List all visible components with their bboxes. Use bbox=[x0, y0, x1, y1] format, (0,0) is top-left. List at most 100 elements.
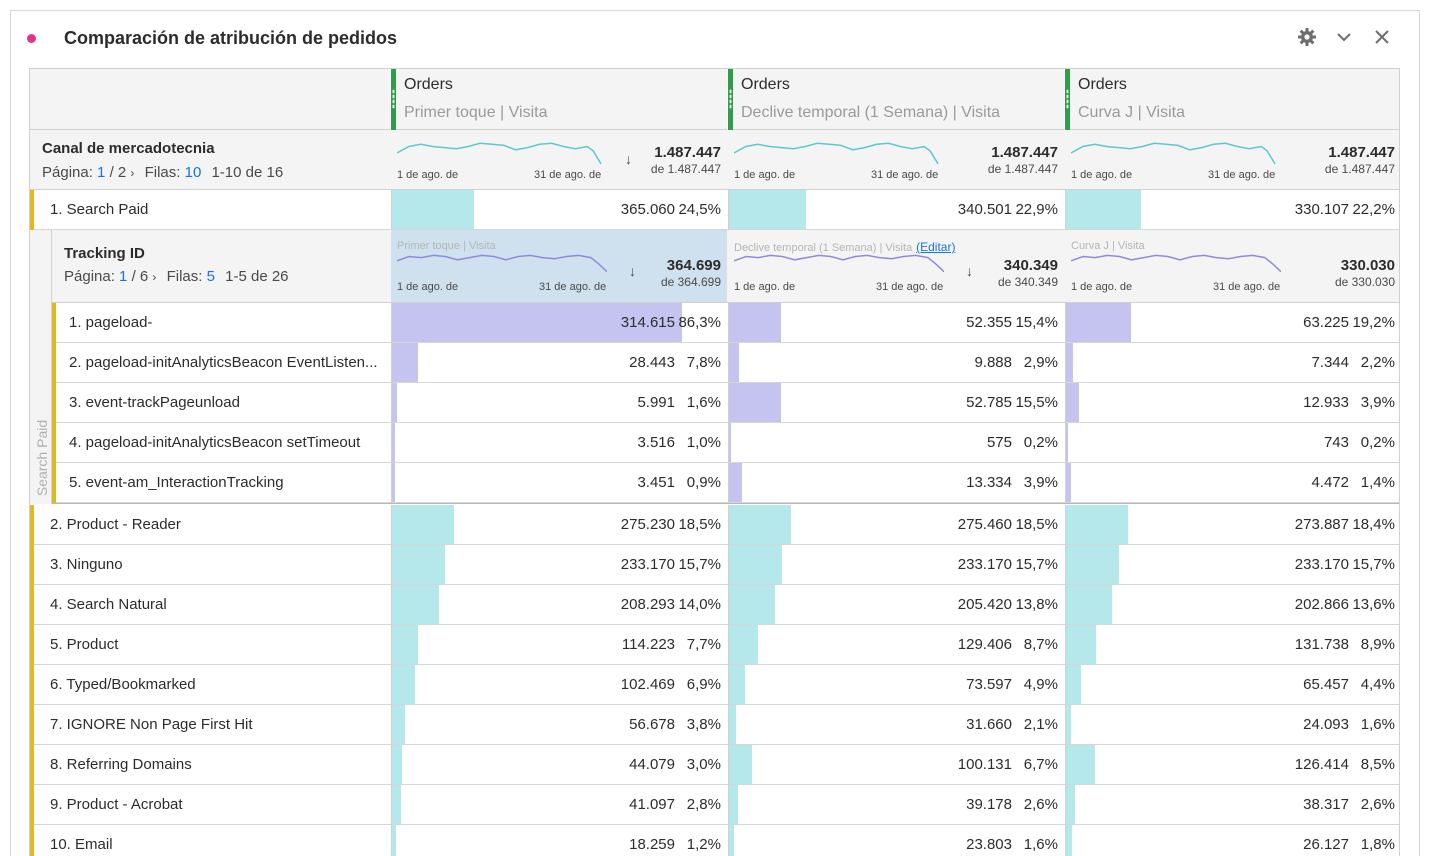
rows-label: Filas: bbox=[166, 268, 203, 285]
breakdown-total-of: de 330.030 bbox=[1334, 275, 1395, 289]
metric-cell[interactable]: 31.660 2,1% bbox=[728, 705, 1064, 745]
metric-cell[interactable]: 28.443 7,8% bbox=[391, 343, 727, 383]
page-current-input[interactable]: 1 bbox=[119, 268, 128, 285]
metric-cell[interactable]: 12.933 3,9% bbox=[1065, 383, 1399, 423]
metric-value: 4.472 bbox=[1311, 474, 1349, 491]
metric-cell[interactable]: 365.060 24,5% bbox=[391, 190, 727, 230]
table-row[interactable]: 10. Email 18.259 1,2% 23.803 1,6% 26.127 1,8% bbox=[30, 825, 1399, 856]
metric-cell[interactable]: 330.107 22,2% bbox=[1065, 190, 1399, 230]
metric-percent: 4,4% bbox=[1360, 676, 1395, 693]
metric-cell[interactable]: 4.472 1,4% bbox=[1065, 463, 1399, 503]
sort-descending-icon[interactable]: ↓ bbox=[966, 263, 973, 279]
next-page-icon[interactable]: › bbox=[130, 166, 135, 180]
metric-cell[interactable]: 73.597 4,9% bbox=[728, 665, 1064, 705]
column-header-1[interactable]: Orders Primer toque | Visita bbox=[391, 69, 727, 130]
freeform-table-panel: Comparación de atribución de pedidos Ord… bbox=[10, 10, 1420, 856]
pagination: Página: 1 / 2 › Filas: 10 1-10 de 16 bbox=[42, 164, 283, 181]
rows-per-page-select[interactable]: 10 bbox=[184, 164, 202, 181]
column-drag-handle[interactable] bbox=[391, 69, 396, 130]
metric-cell[interactable]: 273.887 18,4% bbox=[1065, 505, 1399, 545]
next-page-icon[interactable]: › bbox=[152, 270, 157, 284]
breakdown-row[interactable]: 3. event-trackPageunload 5.991 1,6% 52.785 1… bbox=[52, 383, 1399, 423]
percent-bar bbox=[392, 705, 405, 744]
metric-cell[interactable]: 205.420 13,8% bbox=[728, 585, 1064, 625]
metric-cell[interactable]: 7.344 2,2% bbox=[1065, 343, 1399, 383]
metric-cell[interactable]: 3.451 0,9% bbox=[391, 463, 727, 503]
metric-cell[interactable]: 3.516 1,0% bbox=[391, 423, 727, 463]
metric-cell[interactable]: 126.414 8,5% bbox=[1065, 745, 1399, 785]
metric-cell[interactable]: 38.317 2,6% bbox=[1065, 785, 1399, 825]
table-row[interactable]: 5. Product 114.223 7,7% 129.406 8,7% 131.738 8… bbox=[30, 625, 1399, 665]
metric-value: 63.225 bbox=[1303, 314, 1349, 331]
metric-cell[interactable]: 52.785 15,5% bbox=[728, 383, 1064, 423]
metric-cell[interactable]: 233.170 15,7% bbox=[728, 545, 1064, 585]
metric-value: 275.230 bbox=[620, 516, 675, 533]
metric-cell[interactable]: 114.223 7,7% bbox=[391, 625, 727, 665]
sparkline-start-label: 1 de ago. de bbox=[734, 281, 796, 293]
sparkline-end-label: 31 de ago. de bbox=[1208, 169, 1276, 181]
table-row[interactable]: 6. Typed/Bookmarked 102.469 6,9% 73.597 4,9%… bbox=[30, 665, 1399, 705]
metric-cell[interactable]: 743 0,2% bbox=[1065, 423, 1399, 463]
sort-descending-icon[interactable]: ↓ bbox=[629, 263, 636, 279]
metric-percent: 22,2% bbox=[1352, 201, 1395, 218]
metric-cell[interactable]: 129.406 8,7% bbox=[728, 625, 1064, 665]
close-icon[interactable] bbox=[1370, 27, 1394, 51]
metric-cell[interactable]: 39.178 2,6% bbox=[728, 785, 1064, 825]
breakdown-row[interactable]: 1. pageload- 314.615 86,3% 52.355 15,4% 63.22… bbox=[52, 303, 1399, 343]
metric-cell[interactable]: 9.888 2,9% bbox=[728, 343, 1064, 383]
metric-cell[interactable]: 26.127 1,8% bbox=[1065, 825, 1399, 856]
metric-cell[interactable]: 65.457 4,4% bbox=[1065, 665, 1399, 705]
table-row[interactable]: 9. Product - Acrobat 41.097 2,8% 39.178 2,6%… bbox=[30, 785, 1399, 825]
table-row[interactable]: 8. Referring Domains 44.079 3,0% 100.131 6,7… bbox=[30, 745, 1399, 785]
column-attribution-label: Primer toque | Visita bbox=[404, 104, 548, 121]
page-total: / 6 bbox=[131, 268, 149, 285]
metric-cell[interactable]: 63.225 19,2% bbox=[1065, 303, 1399, 343]
rows-per-page-select[interactable]: 5 bbox=[206, 268, 215, 285]
metric-cell[interactable]: 131.738 8,9% bbox=[1065, 625, 1399, 665]
metric-cell[interactable]: 41.097 2,8% bbox=[391, 785, 727, 825]
metric-cell[interactable]: 44.079 3,0% bbox=[391, 745, 727, 785]
metric-cell[interactable]: 56.678 3,8% bbox=[391, 705, 727, 745]
metric-cell[interactable]: 314.615 86,3% bbox=[391, 303, 727, 343]
metric-cell[interactable]: 275.230 18,5% bbox=[391, 505, 727, 545]
page-current-input[interactable]: 1 bbox=[97, 164, 106, 181]
breakdown-column-attribution-label: Declive temporal (1 Semana) | Visita (Edi… bbox=[734, 240, 956, 254]
metric-cell[interactable]: 575 0,2% bbox=[728, 423, 1064, 463]
breakdown-row[interactable]: 4. pageload-initAnalyticsBeacon setTimeo… bbox=[52, 423, 1399, 463]
metric-value: 23.803 bbox=[966, 836, 1012, 853]
metric-cell[interactable]: 102.469 6,9% bbox=[391, 665, 727, 705]
metric-percent: 1,6% bbox=[1023, 836, 1058, 853]
table-row[interactable]: 1. Search Paid 365.060 24,5% 340.501 22,9% 33… bbox=[30, 190, 1399, 230]
metric-cell[interactable]: 24.093 1,6% bbox=[1065, 705, 1399, 745]
metric-cell[interactable]: 13.334 3,9% bbox=[728, 463, 1064, 503]
chevron-down-icon[interactable] bbox=[1332, 27, 1356, 51]
sort-descending-icon[interactable]: ↓ bbox=[625, 151, 632, 167]
metric-cell[interactable]: 233.170 15,7% bbox=[391, 545, 727, 585]
column-drag-handle[interactable] bbox=[1065, 69, 1070, 130]
breakdown-side-tab[interactable]: Search Paid bbox=[30, 230, 52, 504]
metric-value: 100.131 bbox=[957, 756, 1012, 773]
metric-percent: 0,2% bbox=[1023, 434, 1058, 451]
breakdown-row[interactable]: 2. pageload-initAnalyticsBeacon EventLis… bbox=[52, 343, 1399, 383]
metric-cell[interactable]: 100.131 6,7% bbox=[728, 745, 1064, 785]
metric-cell[interactable]: 202.866 13,6% bbox=[1065, 585, 1399, 625]
sparkline bbox=[1071, 254, 1281, 273]
edit-attribution-link[interactable]: (Editar) bbox=[916, 240, 956, 254]
metric-cell[interactable]: 18.259 1,2% bbox=[391, 825, 727, 856]
metric-cell[interactable]: 275.460 18,5% bbox=[728, 505, 1064, 545]
column-drag-handle[interactable] bbox=[728, 69, 733, 130]
breakdown-row[interactable]: 5. event-am_InteractionTracking 3.451 0,9%… bbox=[52, 463, 1399, 503]
metric-cell[interactable]: 233.170 15,7% bbox=[1065, 545, 1399, 585]
table-row[interactable]: 4. Search Natural 208.293 14,0% 205.420 13,8… bbox=[30, 585, 1399, 625]
metric-cell[interactable]: 5.991 1,6% bbox=[391, 383, 727, 423]
table-row[interactable]: 3. Ninguno 233.170 15,7% 233.170 15,7% 233.17… bbox=[30, 545, 1399, 585]
metric-cell[interactable]: 340.501 22,9% bbox=[728, 190, 1064, 230]
column-header-2[interactable]: Orders Declive temporal (1 Semana) | Vis… bbox=[728, 69, 1064, 130]
column-header-3[interactable]: Orders Curva J | Visita bbox=[1065, 69, 1399, 130]
metric-cell[interactable]: 208.293 14,0% bbox=[391, 585, 727, 625]
metric-cell[interactable]: 52.355 15,4% bbox=[728, 303, 1064, 343]
table-row[interactable]: 7. IGNORE Non Page First Hit 56.678 3,8% 31… bbox=[30, 705, 1399, 745]
metric-cell[interactable]: 23.803 1,6% bbox=[728, 825, 1064, 856]
gear-icon[interactable] bbox=[1295, 27, 1319, 51]
table-row[interactable]: 2. Product - Reader 275.230 18,5% 275.460 18… bbox=[30, 505, 1399, 545]
